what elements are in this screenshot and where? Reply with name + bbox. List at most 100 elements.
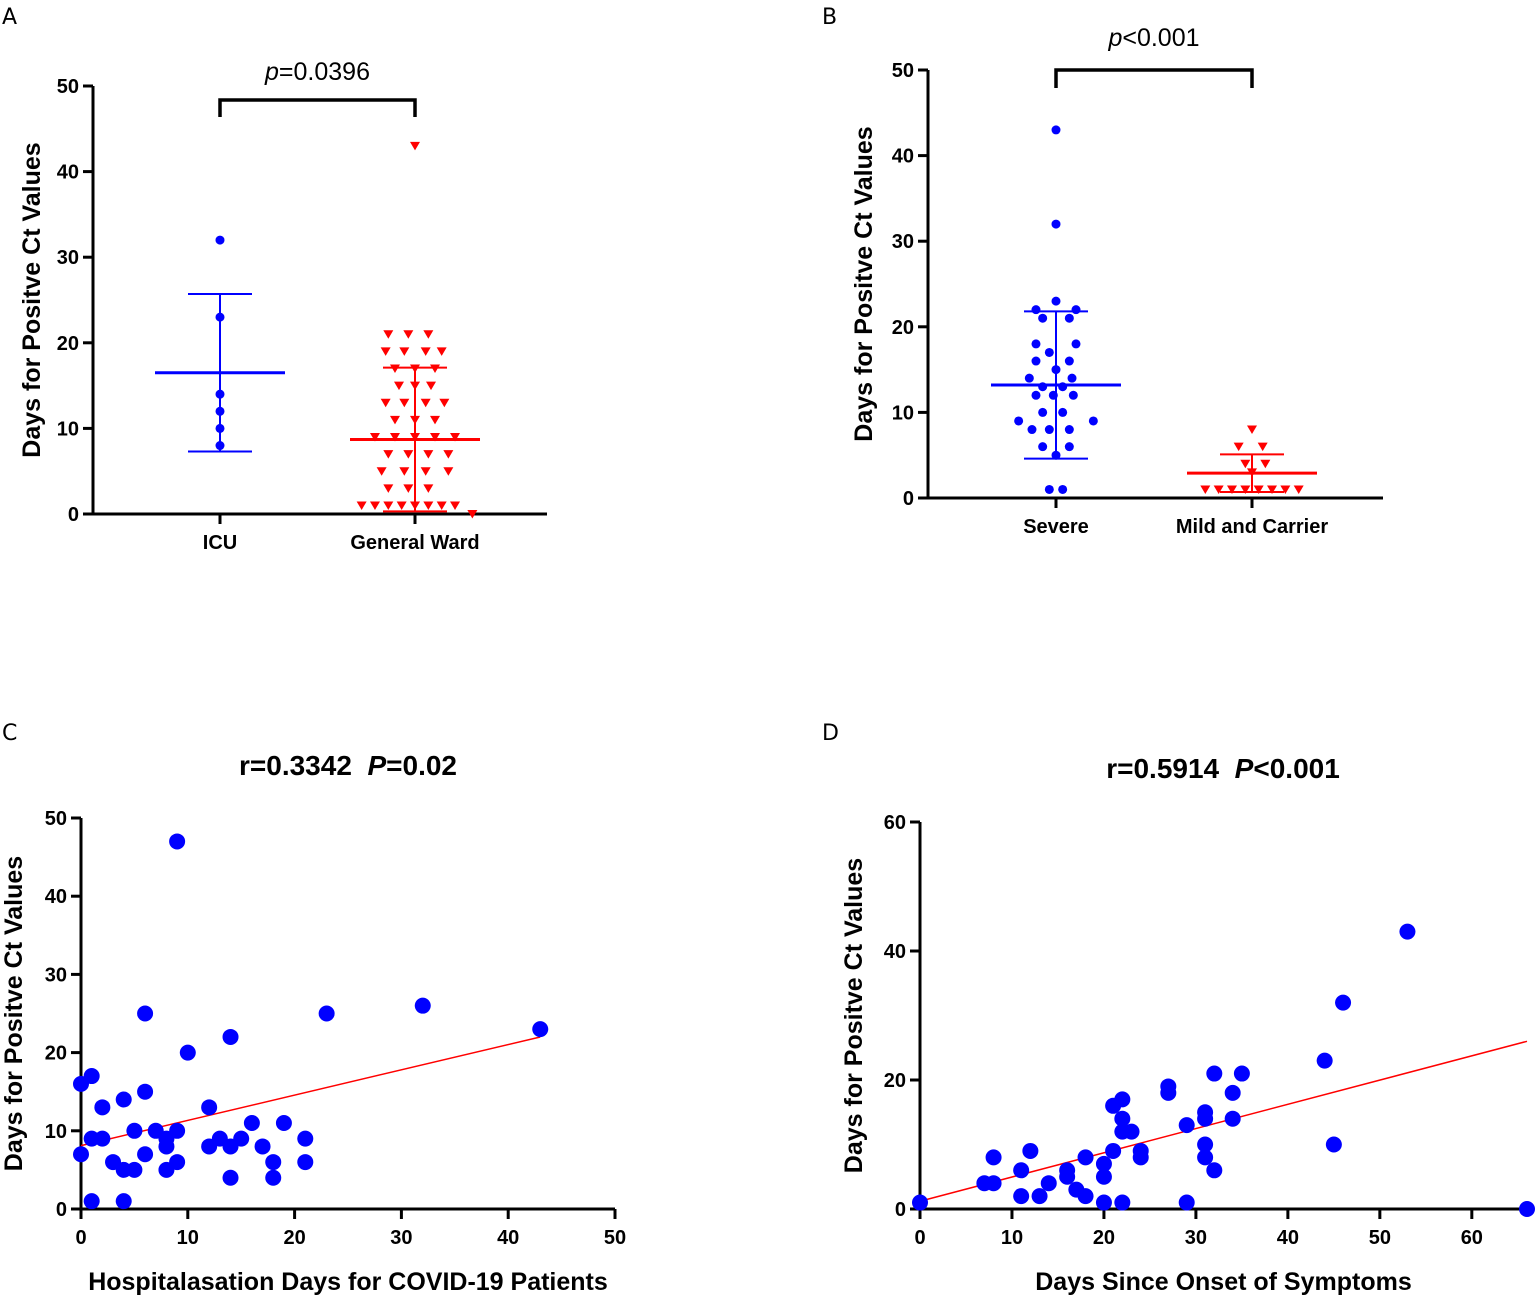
- data-point: [383, 330, 394, 339]
- x-tick-label: 20: [283, 1227, 305, 1249]
- data-point: [265, 1154, 282, 1171]
- data-point: [1088, 416, 1098, 426]
- x-tick-label: 50: [604, 1227, 626, 1249]
- x-tick-label: 10: [177, 1227, 199, 1249]
- y-tick-label: 40: [892, 146, 914, 168]
- p-value-label: p=0.0396: [264, 58, 370, 86]
- data-point: [1247, 468, 1257, 477]
- x-tick-label: 10: [1001, 1227, 1023, 1249]
- data-point: [450, 432, 461, 442]
- data-point: [126, 1122, 143, 1139]
- panel-c: 0 10 20 30 40 50 Days for Positve Ct Values 0 10…: [0, 750, 626, 1296]
- data-point: [1013, 1188, 1030, 1205]
- data-point: [450, 501, 461, 510]
- panel-d: 0 20 40 60 Days for Positve Ct Values 0 10 20 30…: [840, 753, 1535, 1296]
- data-point: [115, 1091, 132, 1108]
- data-point: [410, 364, 420, 373]
- data-point: [1257, 442, 1268, 452]
- data-point: [1044, 425, 1054, 435]
- y-tick-label: 40: [45, 886, 67, 908]
- data-point: [1123, 1123, 1140, 1140]
- data-point: [265, 1169, 282, 1186]
- data-point: [1095, 1168, 1112, 1185]
- data-point: [1197, 1136, 1214, 1153]
- data-point: [1031, 1188, 1048, 1205]
- data-point: [297, 1154, 314, 1171]
- data-point: [215, 389, 225, 399]
- data-point: [137, 1146, 154, 1163]
- y-tick-label: 10: [892, 402, 914, 424]
- data-point: [1071, 305, 1081, 315]
- data-point: [318, 1005, 335, 1022]
- data-point: [1068, 390, 1078, 400]
- panel-letter-b: B: [822, 5, 837, 30]
- data-point: [1226, 485, 1237, 494]
- panel-b: 0 10 20 30 40 50 Days for Positve Ct Values Sev…: [850, 24, 1383, 538]
- panel-letter-a: A: [2, 5, 17, 30]
- significance-bracket: [218, 98, 417, 117]
- significance-bracket: [1054, 68, 1254, 88]
- data-point: [83, 1193, 100, 1210]
- data-point: [423, 450, 434, 459]
- y-tick-label: 20: [884, 1070, 906, 1092]
- data-point: [201, 1099, 218, 1116]
- data-point: [1058, 407, 1068, 417]
- data-point: [399, 467, 410, 476]
- data-point: [1038, 442, 1048, 452]
- data-point: [1206, 1065, 1223, 1082]
- data-point: [383, 484, 394, 493]
- data-point: [1058, 484, 1068, 494]
- y-axis-title: Days for Positve Ct Values: [18, 142, 46, 457]
- data-point: [423, 330, 434, 339]
- data-point: [1048, 390, 1058, 400]
- y-tick-label: 30: [892, 231, 914, 253]
- panel-a: 0 10 20 30 40 50 Days for Positve Ct Values ICU…: [18, 58, 547, 554]
- data-point: [1160, 1084, 1177, 1101]
- data-point: [430, 432, 441, 442]
- data-point: [1197, 1110, 1214, 1127]
- data-point: [1335, 994, 1352, 1011]
- data-point: [233, 1130, 250, 1147]
- data-point: [1095, 1155, 1112, 1172]
- data-point: [1077, 1188, 1094, 1205]
- data-point: [83, 1068, 100, 1085]
- data-point: [1200, 485, 1211, 494]
- data-point: [1044, 484, 1054, 494]
- data-point: [297, 1130, 314, 1147]
- data-point: [420, 398, 431, 408]
- data-point: [1233, 1065, 1250, 1082]
- data-point: [403, 330, 414, 339]
- data-point: [403, 484, 414, 493]
- data-point: [222, 1169, 239, 1186]
- data-point: [1206, 1162, 1223, 1179]
- data-point: [1267, 485, 1278, 494]
- data-point: [420, 467, 431, 476]
- data-point: [1051, 450, 1061, 460]
- data-point: [1027, 425, 1037, 435]
- data-point: [430, 364, 441, 373]
- data-point: [380, 398, 391, 408]
- data-point: [1064, 442, 1074, 452]
- data-point: [1280, 485, 1291, 494]
- x-tick-label: 30: [390, 1227, 412, 1249]
- x-category-label: Mild and Carrier: [1176, 516, 1328, 538]
- data-point: [393, 381, 404, 391]
- data-point: [1071, 339, 1081, 349]
- data-point: [1240, 485, 1251, 494]
- data-point: [1064, 356, 1074, 366]
- data-point: [1051, 125, 1061, 135]
- data-point: [254, 1138, 271, 1155]
- y-tick-label: 0: [903, 488, 914, 510]
- data-point: [215, 441, 225, 451]
- data-point: [1316, 1052, 1333, 1069]
- data-point: [436, 501, 447, 510]
- x-tick-label: 60: [1461, 1227, 1483, 1249]
- data-point: [410, 141, 420, 151]
- data-point: [399, 347, 410, 356]
- y-tick-label: 50: [57, 76, 79, 98]
- chart-title: r=0.3342 P=0.02: [239, 750, 457, 781]
- data-point: [1224, 1110, 1241, 1127]
- data-point: [985, 1175, 1002, 1192]
- data-point: [1040, 1175, 1057, 1192]
- x-tick-label: 50: [1369, 1227, 1391, 1249]
